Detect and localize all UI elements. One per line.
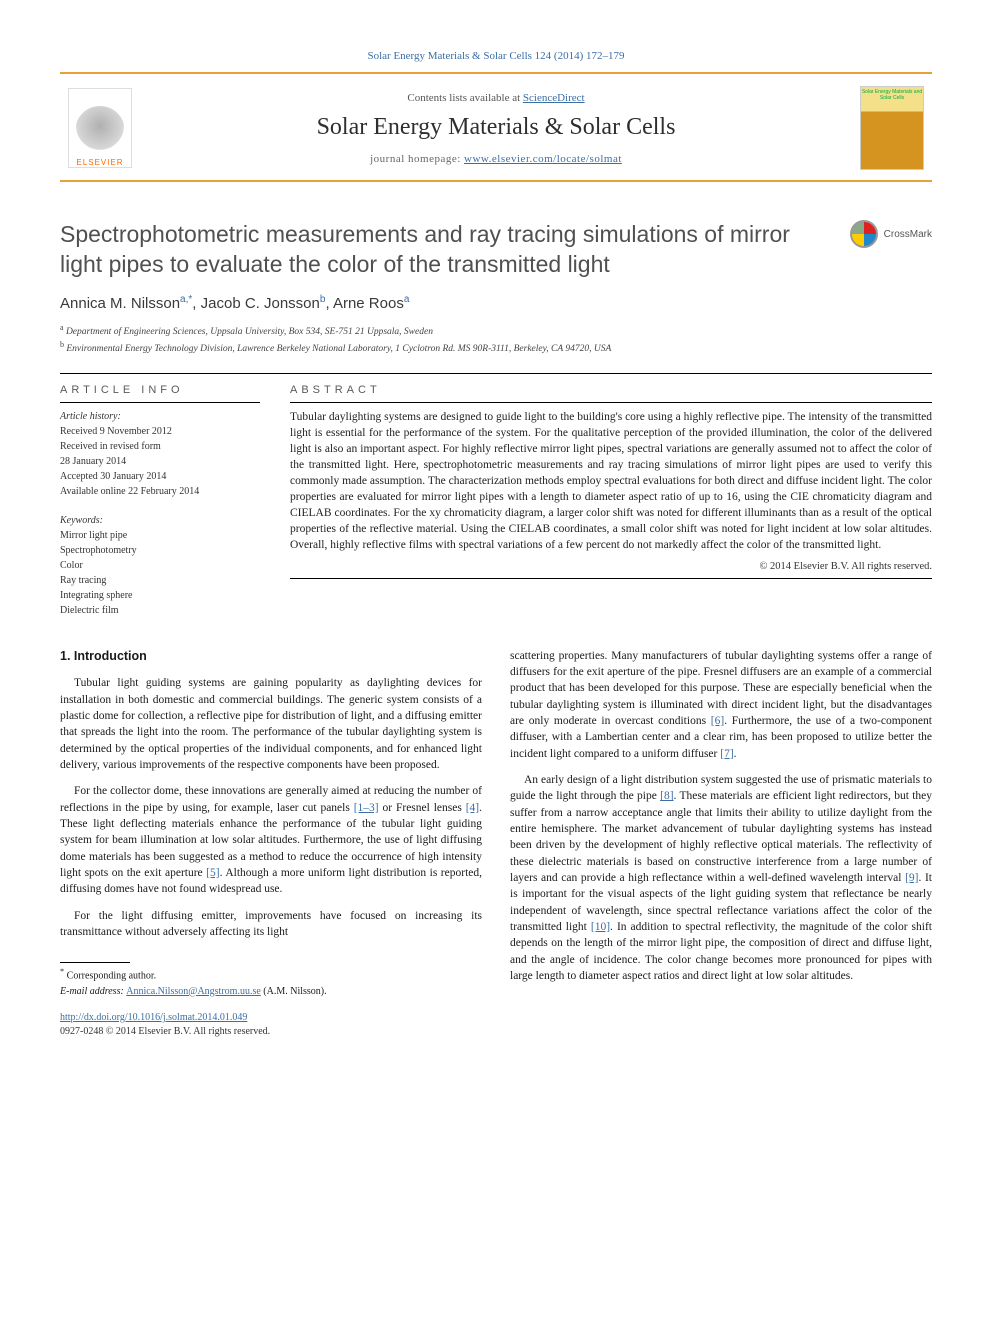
intro-p5: An early design of a light distribution … [510, 772, 932, 984]
ref-8[interactable]: [8] [660, 790, 673, 802]
abstract-column: ABSTRACT Tubular daylighting systems are… [290, 384, 932, 618]
author-1-corr-link[interactable]: * [188, 294, 192, 305]
keyword-3: Color [60, 558, 260, 573]
keyword-1: Mirror light pipe [60, 528, 260, 543]
ref-1-3[interactable]: [1–3] [354, 802, 379, 814]
journal-cover-text: Solar Energy Materials and Solar Cells [861, 87, 923, 101]
corr-symbol: * [60, 967, 64, 976]
ref-9[interactable]: [9] [905, 872, 918, 884]
elsevier-logo: ELSEVIER [68, 88, 132, 168]
footnote-rule [60, 962, 130, 963]
ref-7[interactable]: [7] [720, 748, 733, 760]
keyword-4: Ray tracing [60, 573, 260, 588]
p5b: . These materials are efficient light re… [510, 790, 932, 884]
right-column: scattering properties. Many manufacturer… [510, 648, 932, 1039]
elsevier-tree-icon [75, 106, 125, 156]
sciencedirect-link[interactable]: ScienceDirect [523, 92, 585, 104]
p4c: . [734, 748, 737, 760]
abstract-heading: ABSTRACT [290, 384, 932, 396]
revised-date-l2: 28 January 2014 [60, 454, 260, 469]
ref-6[interactable]: [6] [711, 715, 724, 727]
affiliations: a Department of Engineering Sciences, Up… [60, 322, 932, 357]
author-list: Annica M. Nilssona,*, Jacob C. Jonssonb,… [60, 294, 932, 312]
section-divider [60, 373, 932, 374]
body-two-column: 1. Introduction Tubular light guiding sy… [60, 648, 932, 1039]
running-citation: Solar Energy Materials & Solar Cells 124… [60, 50, 932, 62]
keywords-label: Keywords: [60, 513, 260, 528]
author-3: Arne Roos [333, 295, 404, 312]
footnote-block: * Corresponding author. E-mail address: … [60, 962, 482, 1039]
section-1-heading: 1. Introduction [60, 648, 482, 666]
keyword-2: Spectrophotometry [60, 543, 260, 558]
keyword-6: Dielectric film [60, 603, 260, 618]
contents-line: Contents lists available at ScienceDirec… [140, 92, 852, 104]
homepage-link[interactable]: www.elsevier.com/locate/solmat [464, 153, 622, 165]
left-column: 1. Introduction Tubular light guiding sy… [60, 648, 482, 1039]
corr-email-link[interactable]: Annica.Nilsson@Angstrom.uu.se [126, 986, 260, 997]
accepted-date: Accepted 30 January 2014 [60, 469, 260, 484]
affiliation-b: b Environmental Energy Technology Divisi… [60, 339, 932, 356]
masthead: ELSEVIER Contents lists available at Sci… [60, 78, 932, 176]
intro-p1: Tubular light guiding systems are gainin… [60, 675, 482, 773]
article-info-column: ARTICLE INFO Article history: Received 9… [60, 384, 260, 618]
corr-label: Corresponding author. [67, 971, 156, 982]
article-title: Spectrophotometric measurements and ray … [60, 220, 820, 280]
revised-date-l1: Received in revised form [60, 439, 260, 454]
author-1: Annica M. Nilsson [60, 295, 180, 312]
info-rule [60, 402, 260, 403]
contents-prefix: Contents lists available at [407, 92, 522, 104]
ref-5[interactable]: [5] [206, 867, 219, 879]
crossmark-widget[interactable]: CrossMark [850, 220, 932, 248]
homepage-prefix: journal homepage: [370, 153, 464, 165]
crossmark-icon [850, 220, 878, 248]
author-3-affil-link[interactable]: a [404, 294, 410, 305]
elsevier-logo-text: ELSEVIER [76, 158, 123, 167]
journal-name: Solar Energy Materials & Solar Cells [140, 114, 852, 141]
email-suffix: (A.M. Nilsson). [261, 986, 327, 997]
journal-cover-thumbnail: Solar Energy Materials and Solar Cells [860, 86, 924, 170]
history-label: Article history: [60, 409, 260, 424]
doi-line: http://dx.doi.org/10.1016/j.solmat.2014.… [60, 1011, 482, 1025]
abstract-body: Tubular daylighting systems are designed… [290, 409, 932, 554]
abstract-rule-bottom [290, 578, 932, 579]
online-date: Available online 22 February 2014 [60, 484, 260, 499]
author-2-affil-link[interactable]: b [320, 294, 326, 305]
homepage-line: journal homepage: www.elsevier.com/locat… [140, 153, 852, 165]
abstract-rule [290, 402, 932, 403]
received-date: Received 9 November 2012 [60, 424, 260, 439]
ref-10[interactable]: [10] [591, 921, 610, 933]
intro-p3: For the light diffusing emitter, improve… [60, 908, 482, 941]
crossmark-label: CrossMark [884, 229, 932, 240]
doi-link[interactable]: http://dx.doi.org/10.1016/j.solmat.2014.… [60, 1012, 247, 1023]
ref-4[interactable]: [4] [466, 802, 479, 814]
masthead-rule-bottom [60, 180, 932, 182]
author-2: Jacob C. Jonsson [201, 295, 320, 312]
masthead-rule-top [60, 72, 932, 74]
affiliation-a-text: Department of Engineering Sciences, Upps… [66, 327, 433, 337]
abstract-copyright: © 2014 Elsevier B.V. All rights reserved… [290, 561, 932, 572]
email-label: E-mail address: [60, 986, 126, 997]
keyword-5: Integrating sphere [60, 588, 260, 603]
corresponding-author: * Corresponding author. E-mail address: … [60, 966, 482, 998]
affiliation-b-text: Environmental Energy Technology Division… [66, 344, 611, 354]
intro-p2: For the collector dome, these innovation… [60, 783, 482, 897]
article-info-heading: ARTICLE INFO [60, 384, 260, 396]
p2b: or Fresnel lenses [379, 802, 466, 814]
intro-p4: scattering properties. Many manufacturer… [510, 648, 932, 762]
affiliation-a: a Department of Engineering Sciences, Up… [60, 322, 932, 339]
issn-line: 0927-0248 © 2014 Elsevier B.V. All right… [60, 1025, 482, 1039]
